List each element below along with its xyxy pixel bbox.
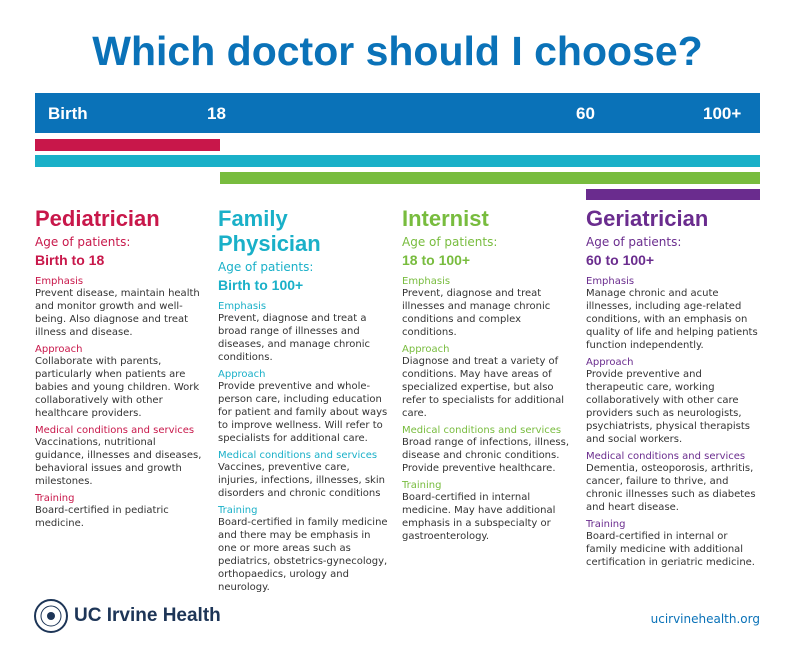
section-text: Collaborate with parents, particularly w… (35, 356, 200, 419)
section-text: Dementia, osteoporosis, arthritis, cance… (586, 463, 756, 513)
doctor-name: Internist (402, 206, 489, 231)
section-heading: Emphasis (402, 276, 451, 287)
section-heading: Training (35, 493, 75, 504)
age-label: Age of patients: (218, 260, 314, 274)
section-heading: Approach (218, 369, 266, 380)
section-heading: Emphasis (218, 301, 267, 312)
section-heading: Training (586, 519, 626, 530)
section-heading: Approach (402, 344, 450, 355)
age-label: Age of patients: (35, 235, 131, 249)
section-text: Board-certified in internal or family me… (586, 531, 755, 568)
doctor-column: Family Physician Age of patients: Birth to… (218, 206, 390, 594)
section-heading: Emphasis (586, 276, 635, 287)
section-text: Board-certified in internal medicine. Ma… (402, 492, 556, 542)
age-label: 18 (207, 104, 226, 123)
section-heading: Approach (35, 344, 83, 355)
age-label: Age of patients: (402, 235, 498, 249)
url[interactable]: ucirvinehealth.org (650, 612, 760, 626)
range-bar (35, 139, 220, 151)
age-label: Age of patients: (586, 235, 682, 249)
doctor-name: Pediatrician (35, 206, 160, 231)
doctor-column: Internist Age of patients: 18 to 100+ Empha… (402, 206, 574, 543)
section-heading: Medical conditions and services (218, 450, 378, 461)
range-bar (35, 155, 760, 167)
section-text: Board-certified in family medicine and t… (218, 517, 388, 593)
title: Which doctor should I choose? (92, 28, 703, 74)
section-text: Diagnose and treat a variety of conditio… (402, 356, 565, 419)
age-range: Birth to 18 (35, 252, 105, 268)
section-text: Provide preventive and whole-person care… (218, 381, 388, 444)
section-heading: Training (402, 480, 442, 491)
range-bar (220, 172, 760, 184)
age-range: 60 to 100+ (586, 252, 655, 268)
section-heading: Emphasis (35, 276, 84, 287)
section-text: Vaccines, preventive care, injuries, inf… (218, 462, 385, 499)
doctor-name: Geriatrician (586, 206, 709, 231)
section-text: Board-certified in pediatric medicine. (35, 505, 169, 529)
section-heading: Medical conditions and services (586, 451, 746, 462)
age-bar (35, 93, 760, 133)
section-text: Prevent, diagnose and treat a broad rang… (218, 313, 371, 363)
section-text: Vaccinations, nutritional guidance, illn… (35, 437, 202, 487)
section-text: Broad range of infections, illness, dise… (402, 437, 570, 474)
section-heading: Medical conditions and services (402, 425, 562, 436)
age-label: Birth (48, 104, 88, 123)
doctor-column: Pediatrician Age of patients: Birth to 18 E… (35, 206, 207, 530)
section-heading: Training (218, 505, 258, 516)
range-bar (586, 189, 760, 200)
doctor-column: Geriatrician Age of patients: 60 to 100+ Em… (586, 206, 758, 569)
section-text: Manage chronic and acute illnesses, incl… (586, 288, 758, 351)
section-heading: Approach (586, 357, 634, 368)
section-text: Provide preventive and therapeutic care,… (586, 369, 751, 445)
logo-seal (34, 599, 68, 633)
section-text: Prevent, diagnose and treat illnesses an… (402, 288, 551, 338)
age-label: 60 (576, 104, 595, 123)
doctor-name: Family Physician (218, 206, 321, 256)
age-range: 18 to 100+ (402, 252, 471, 268)
section-text: Prevent disease, maintain health and mon… (35, 288, 200, 338)
age-label: 100+ (703, 104, 742, 123)
logo-text: UC Irvine Health (74, 605, 221, 626)
age-range: Birth to 100+ (218, 277, 304, 293)
section-heading: Medical conditions and services (35, 425, 195, 436)
